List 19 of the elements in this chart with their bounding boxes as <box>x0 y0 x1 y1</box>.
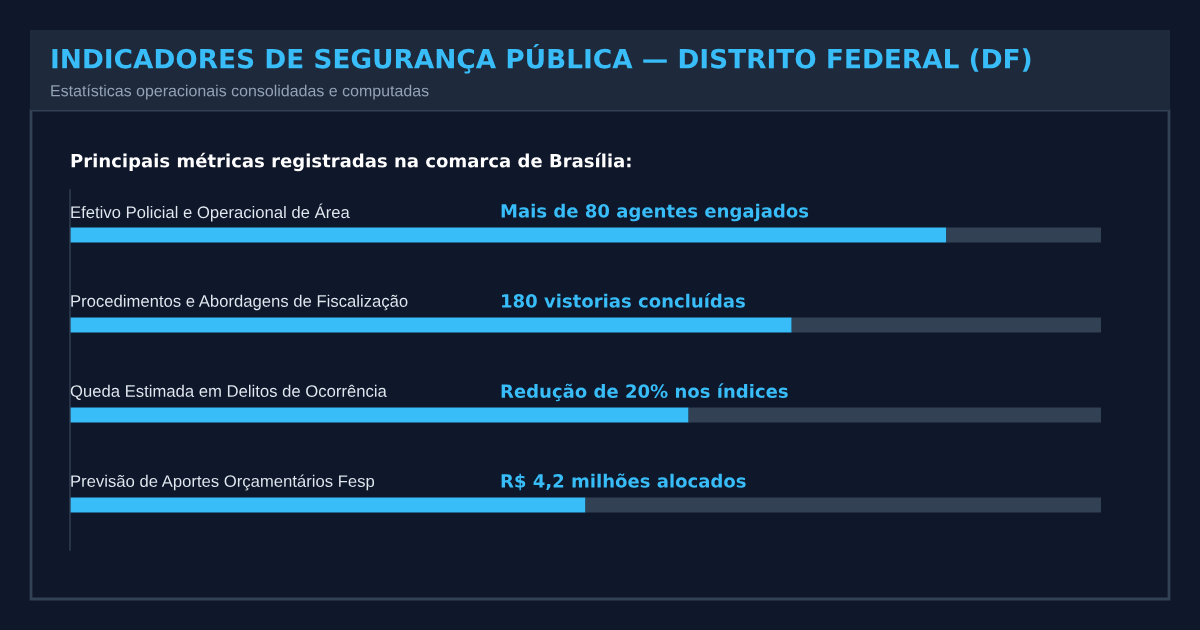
y-tick-label: Efetivo Policial e Operacional de Área <box>71 203 350 222</box>
bar <box>70 317 792 333</box>
bar <box>585 497 1101 513</box>
bar <box>70 497 586 513</box>
annotation: Mais de 80 agentes engajados <box>501 203 809 222</box>
chart-title: INDICADORES DE SEGURANÇA PÚBLICA — DISTRITO FEDERAL (DF) <box>52 43 1031 74</box>
y-tick-label: Queda Estimada em Delitos de Ocorrência <box>70 384 387 400</box>
bar <box>791 317 1101 333</box>
annotation: 180 vistorias concluídas <box>502 293 745 308</box>
bar <box>70 227 947 243</box>
annotation: R$ 4,2 milhões alocados <box>501 473 746 491</box>
text: Principais métricas registradas na comarca de Brasília: <box>71 152 631 172</box>
bar <box>70 407 689 423</box>
y-tick-label: Procedimentos e Abordagens de Fiscalização <box>71 294 408 311</box>
bar <box>688 407 1101 423</box>
chart-subtitle: Estatísticas operacionais consolidadas e computadas <box>51 84 429 100</box>
annotation: Redução de 20% nos índices <box>501 383 788 402</box>
bar <box>946 227 1101 243</box>
y-tick-label: Previsão de Aportes Orçamentários Fesp <box>71 474 375 491</box>
